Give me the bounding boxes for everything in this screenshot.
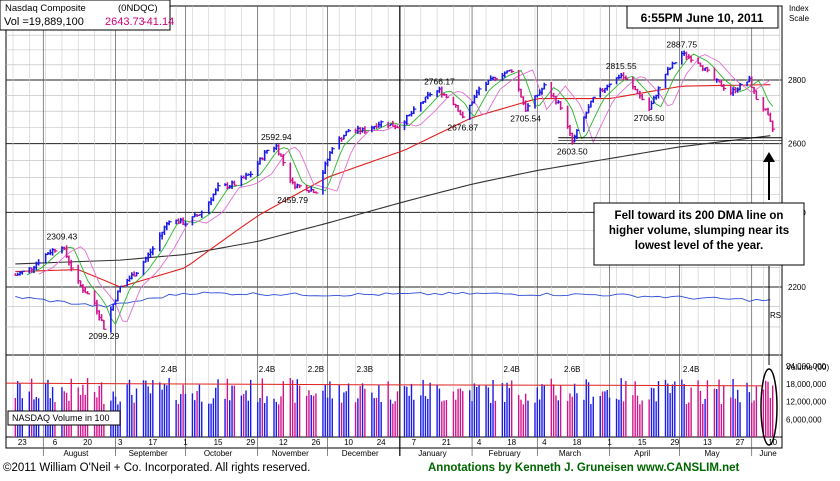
price-annotation: 2887.75 <box>666 40 697 50</box>
price-annotation: 2766.17 <box>424 76 455 86</box>
price-annotation: 2603.50 <box>557 146 588 156</box>
volume-peak-label: 2.4B <box>683 365 699 374</box>
x-month-label: March <box>559 449 581 458</box>
x-day-label: 10 <box>344 438 353 447</box>
volume-label: Vol =19,889,100 <box>4 16 84 28</box>
x-month-label: January <box>418 449 446 458</box>
x-day-label: 10 <box>768 438 777 447</box>
x-month-label: May <box>705 449 720 458</box>
price-annotation: 2705.54 <box>510 113 541 123</box>
price-change: -41.14 <box>143 16 174 28</box>
x-month-label: June <box>759 449 777 458</box>
timestamp: 6:55PM June 10, 2011 <box>641 11 764 25</box>
price-tick-label: 2200 <box>788 283 806 292</box>
volume-tick-label: 12,000,000 <box>786 398 827 407</box>
price-bars <box>14 50 776 333</box>
x-day-label: 6 <box>53 438 58 447</box>
x-month-label: December <box>342 449 379 458</box>
volume-tick-label: 18,000,000 <box>786 380 827 389</box>
price-annotation: 2099.29 <box>89 331 120 341</box>
symbol-label: (0NDQC) <box>118 3 158 14</box>
x-month-label: November <box>272 449 309 458</box>
x-day-label: 24 <box>377 438 386 447</box>
callout-arrowhead <box>763 152 775 162</box>
x-month-label: February <box>489 449 521 458</box>
rs-label: RS <box>770 311 781 320</box>
x-month-label: October <box>204 449 233 458</box>
copyright: ©2011 William O'Neil + Co. Incorporated.… <box>3 462 310 474</box>
volume-axis-label: Volume (00) <box>786 363 829 372</box>
index-scale-label: Index Scale <box>789 4 811 23</box>
x-day-label: 26 <box>311 438 320 447</box>
x-month-label: August <box>63 449 89 458</box>
x-day-label: 3 <box>118 438 123 447</box>
line-50-dma <box>15 84 771 288</box>
volume-legend-box <box>7 410 121 426</box>
x-day-label: 13 <box>703 438 712 447</box>
x-day-label: 29 <box>670 438 679 447</box>
price-annotation: 2676.87 <box>447 123 478 133</box>
volume-peak-label: 2.3B <box>357 365 373 374</box>
x-day-label: 1 <box>183 438 188 447</box>
timestamp-box <box>626 5 779 29</box>
x-month-label: September <box>129 449 168 458</box>
volume-peak-label: 2.4B <box>259 365 275 374</box>
x-day-label: 20 <box>83 438 92 447</box>
x-day-label: 12 <box>279 438 288 447</box>
x-day-label: 29 <box>246 438 255 447</box>
volume-average-line <box>5 382 763 387</box>
volume-peak-label: 2.4B <box>503 365 519 374</box>
x-day-label: 1 <box>607 438 612 447</box>
chart-title: Nasdaq Composite <box>5 3 86 14</box>
volume-tick-label: 24,000,000 <box>786 362 827 371</box>
price-annotation: 2459.79 <box>277 195 308 205</box>
volume-legend: NASDAQ Volume in 100 <box>12 413 110 423</box>
x-day-label: 18 <box>572 438 581 447</box>
line-200-dma <box>15 135 771 265</box>
last-price: 2643.73 <box>105 16 145 28</box>
price-annotation: 2706.50 <box>634 113 665 123</box>
volume-bars: 24,000,000 18,000,000 12,000,000 6,000,000 2… <box>5 362 827 437</box>
moving-averages: RS <box>15 53 782 326</box>
x-day-label: 4 <box>542 438 547 447</box>
x-day-label: 4 <box>477 438 482 447</box>
volume-peak-label: 2.2B <box>308 365 324 374</box>
footer-annotations: Annotations by Kenneth J. Gruneisen www.… <box>428 462 740 474</box>
x-day-label: 27 <box>736 438 745 447</box>
line-rs <box>15 291 771 308</box>
volume-highlight-ellipse <box>760 368 778 446</box>
x-day-label: 17 <box>148 438 157 447</box>
x-day-label: 18 <box>507 438 516 447</box>
price-annotation: 2815.55 <box>606 61 637 71</box>
volume-tick-label: 6,000,000 <box>786 415 822 424</box>
x-day-label: 15 <box>638 438 647 447</box>
x-day-label: 21 <box>442 438 451 447</box>
callout-text: Fell toward its 200 DMA line on higher vo… <box>609 210 789 252</box>
x-day-label: 15 <box>214 438 223 447</box>
labels: 2309.43 2099.29 2592.94 2459.79 2766.17 2676.… <box>47 40 698 342</box>
volume-peak-label: 2.4B <box>161 365 177 374</box>
price-annotation: 2309.43 <box>47 231 78 241</box>
price-annotation: 2592.94 <box>261 132 292 142</box>
ma-10-line <box>26 53 774 326</box>
price-tick-label: 2600 <box>788 140 806 149</box>
callout-box <box>593 202 805 266</box>
price-tick-label: 2800 <box>788 76 806 85</box>
x-month-label: April <box>634 449 650 458</box>
volume-peak-label: 2.6B <box>564 365 580 374</box>
x-day-label: 7 <box>412 438 417 447</box>
header-box <box>0 0 171 31</box>
x-day-label: 23 <box>18 438 27 447</box>
